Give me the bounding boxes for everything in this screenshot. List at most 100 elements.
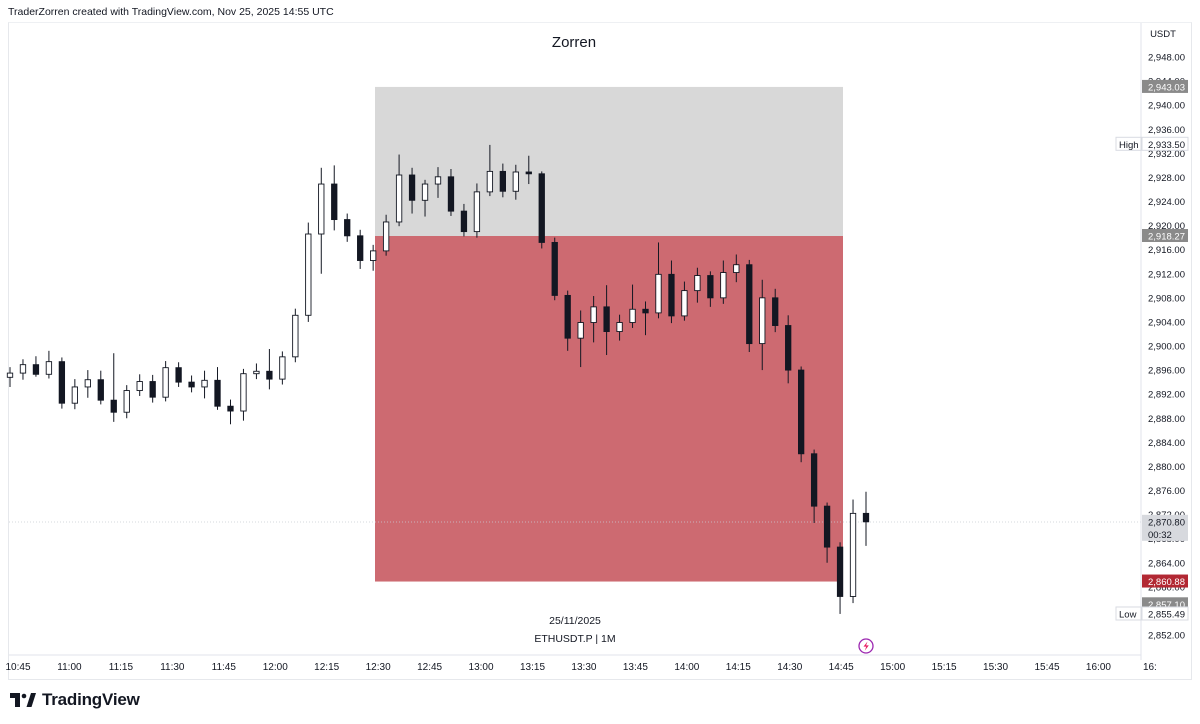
candle <box>97 370 104 405</box>
candle-body <box>849 512 857 597</box>
price-tag-box <box>1142 574 1188 588</box>
candle-body <box>421 183 429 201</box>
candle <box>32 356 40 377</box>
price-tick-label: 2,884.00 <box>1148 438 1185 449</box>
candle-body <box>71 386 78 404</box>
time-tick-label: 10:45 <box>5 662 30 673</box>
candle-body <box>32 364 40 375</box>
candle <box>798 366 805 463</box>
candle-body <box>279 356 286 380</box>
candle-body <box>772 297 779 326</box>
time-tick-label: 11:15 <box>109 662 134 673</box>
candle-body <box>292 314 299 358</box>
candle-body <box>266 370 273 380</box>
time-tick-label: 11:45 <box>212 662 237 673</box>
candle-body <box>19 364 27 374</box>
candle-body <box>862 512 870 523</box>
candle-body <box>123 390 130 413</box>
candle <box>849 499 857 604</box>
candle <box>6 367 14 387</box>
candle <box>759 279 766 371</box>
candle <box>71 379 78 410</box>
candle <box>512 164 519 200</box>
price-tick-label: 2,920.00 <box>1148 221 1185 232</box>
candle-body <box>551 241 558 296</box>
candle-body <box>836 546 844 597</box>
price-tags: 2,943.03 2,933.50 High 2,918.27 2,870.80 00:3… <box>1115 79 1189 621</box>
candle-body <box>525 171 532 175</box>
candle-body <box>733 264 740 273</box>
candle <box>810 449 818 524</box>
price-tag-label-box <box>1115 606 1142 621</box>
price-tag-high: 2,933.50 High <box>1115 136 1189 151</box>
candle <box>331 165 338 231</box>
price-tag-value: 2,870.80 <box>1148 517 1185 528</box>
candle-body <box>395 174 403 223</box>
candle-body <box>149 381 156 398</box>
candle-body <box>434 176 442 185</box>
candle <box>421 179 429 217</box>
time-tick-label: 13:00 <box>469 662 494 673</box>
candle-body <box>382 221 390 252</box>
candle <box>707 271 714 307</box>
position-zones <box>375 86 843 582</box>
candle-body <box>162 367 169 398</box>
candle <box>434 167 442 198</box>
price-tick-label: 2,908.00 <box>1148 293 1185 304</box>
alert-lightning-icon[interactable] <box>858 638 874 654</box>
candle <box>58 357 66 409</box>
loss-zone[interactable] <box>375 235 843 582</box>
candle <box>681 281 688 321</box>
candle <box>603 285 610 356</box>
price-tag-label: Low <box>1119 609 1137 620</box>
candle <box>266 349 273 390</box>
price-tick-label: 2,880.00 <box>1148 462 1185 473</box>
candle <box>149 374 156 403</box>
candle-body <box>344 219 351 237</box>
chart-frame <box>8 22 1192 680</box>
price-tag-countdown: 00:32 <box>1148 530 1172 541</box>
candle <box>538 171 545 249</box>
time-axis[interactable]: 10:45 11:00 11:15 11:30 11:45 12:00 12:15 12:30… <box>5 662 1156 673</box>
candle <box>110 353 117 422</box>
time-tick-label: 16:00 <box>1086 662 1111 673</box>
price-tick-label: 2,860.00 <box>1148 582 1185 593</box>
candle <box>19 359 27 380</box>
price-tag-stop: 2,860.88 <box>1142 574 1188 588</box>
candle-body <box>642 308 649 314</box>
brand-name: TradingView <box>42 690 140 709</box>
candle <box>551 237 558 301</box>
candle <box>318 167 325 274</box>
candle <box>253 363 260 380</box>
candle-body <box>447 176 455 212</box>
candle-body <box>201 379 208 388</box>
candle-body <box>136 381 143 392</box>
candle <box>136 374 143 396</box>
candle <box>836 542 844 614</box>
price-tick-label: 2,932.00 <box>1148 149 1185 160</box>
candle <box>395 154 403 227</box>
candle <box>123 385 130 419</box>
price-tag-target: 2,943.03 <box>1142 79 1188 93</box>
candle <box>862 491 870 546</box>
candle <box>370 244 377 271</box>
candle <box>733 254 740 283</box>
candle-body <box>305 233 312 316</box>
time-tick-label: 14:45 <box>829 662 854 673</box>
candle <box>499 163 506 198</box>
candle-body <box>720 272 727 299</box>
price-tick-label: 2,904.00 <box>1148 317 1185 328</box>
price-tick-label: 2,916.00 <box>1148 245 1185 256</box>
price-tag-current: 2,870.80 00:32 <box>1142 514 1188 541</box>
price-tag-label-box <box>1115 136 1142 151</box>
candle-body <box>759 297 766 345</box>
price-tag-entry: 2,918.27 <box>1142 228 1188 242</box>
profit-zone[interactable] <box>375 86 843 236</box>
candle <box>344 213 351 242</box>
candle-body <box>473 191 481 233</box>
price-tick-label: 2,888.00 <box>1148 414 1185 425</box>
time-tick-label: 14:00 <box>674 662 699 673</box>
price-tag-label: High <box>1119 140 1139 151</box>
candle <box>188 375 195 393</box>
